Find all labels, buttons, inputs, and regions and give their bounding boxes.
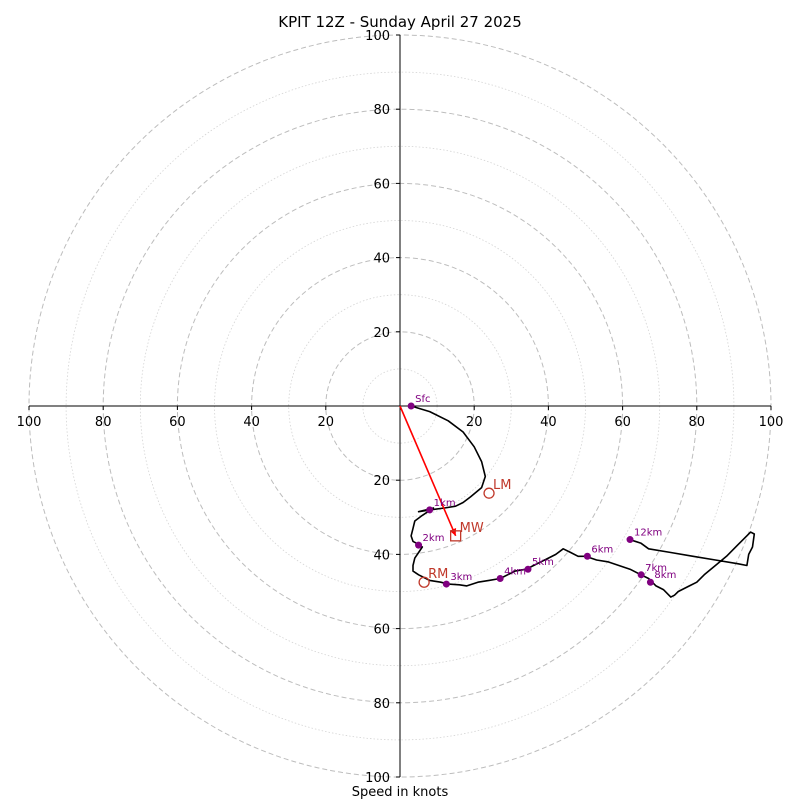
height-marker-label: 7km	[645, 563, 667, 574]
storm-motion-rm	[418, 576, 430, 588]
storm-motion-lm	[483, 487, 495, 499]
height-marker-1km	[426, 506, 434, 514]
y-tick-label: 100	[365, 771, 390, 786]
x-tick-label: 20	[466, 415, 483, 430]
storm-motion-label: MW	[460, 521, 484, 536]
y-tick-label: 60	[373, 623, 390, 638]
x-tick-label: 80	[95, 415, 112, 430]
y-tick-label: 40	[373, 252, 390, 267]
height-marker-2km	[415, 541, 423, 549]
height-marker-Sfc	[407, 402, 415, 410]
height-marker-label: 5km	[532, 557, 554, 568]
height-marker-label: 6km	[591, 544, 613, 555]
height-marker-label: 1km	[434, 498, 456, 509]
height-marker-label: Sfc	[415, 394, 430, 405]
x-tick-label: 60	[169, 415, 186, 430]
storm-motion-mw	[449, 530, 462, 542]
shear-vector-arrowhead	[449, 528, 457, 536]
shear-vector	[399, 405, 457, 537]
x-tick-label: 80	[689, 415, 706, 430]
height-marker-label: 12km	[634, 528, 662, 539]
storm-motion-label: RM	[428, 567, 448, 582]
height-marker-7km	[637, 571, 645, 579]
height-marker-label: 4km	[504, 567, 526, 578]
x-tick-label: 100	[17, 415, 42, 430]
height-marker-label: 2km	[423, 533, 445, 544]
y-tick-label: 100	[365, 29, 390, 44]
hodograph-trace	[410, 405, 756, 598]
y-tick-label: 20	[373, 474, 390, 489]
storm-motion-label: LM	[493, 478, 511, 493]
y-tick-label: 40	[373, 548, 390, 563]
x-tick-label: 100	[759, 415, 784, 430]
x-tick-label: 60	[614, 415, 631, 430]
height-marker-label: 8km	[654, 570, 676, 581]
shear-vector-line	[399, 405, 457, 537]
height-marker-8km	[646, 578, 654, 586]
tick-labels: 100 80 60 40 20 20 40 60 80 100 100 80 60 40 20 20 40 60 8…	[17, 29, 784, 786]
y-tick-label: 80	[373, 697, 390, 712]
height-marker-4km	[496, 575, 504, 583]
height-marker-12km	[626, 536, 634, 544]
y-tick-label: 80	[373, 103, 390, 118]
y-tick-label: 20	[373, 326, 390, 341]
x-tick-label: 40	[243, 415, 260, 430]
chart-title: KPIT 12Z - Sunday April 27 2025	[278, 13, 522, 31]
y-tick-label: 60	[373, 177, 390, 192]
x-axis-label: Speed in knots	[352, 785, 449, 800]
x-tick-label: 40	[540, 415, 557, 430]
x-tick-label: 20	[318, 415, 335, 430]
storm-motion-markers: LM MW RM	[418, 478, 512, 588]
height-marker-label: 3km	[450, 572, 472, 583]
hodograph-line	[410, 405, 756, 598]
height-marker-6km	[583, 552, 591, 560]
height-marker-3km	[442, 580, 450, 588]
height-marker-5km	[524, 565, 532, 573]
